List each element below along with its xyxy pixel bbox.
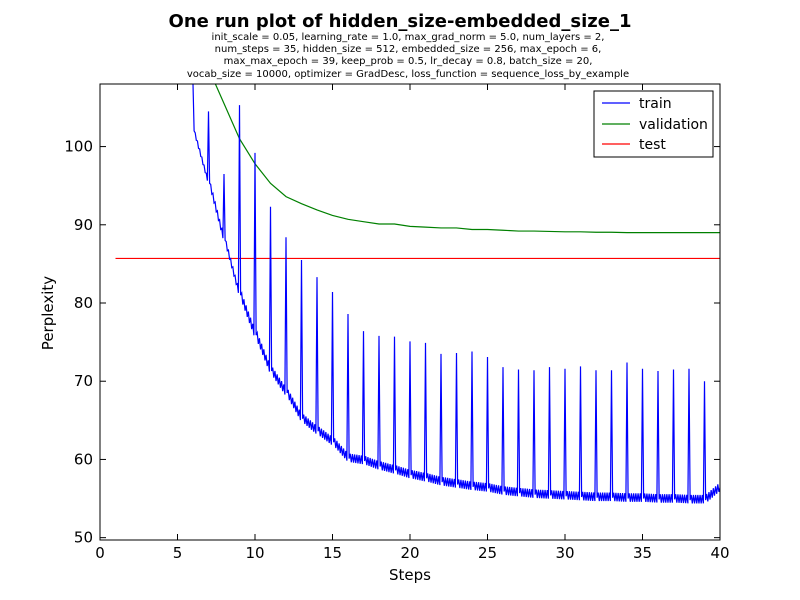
x-tick-label: 10: [245, 544, 264, 562]
series-line-validation: [214, 84, 720, 234]
x-tick-label: 30: [555, 544, 574, 562]
legend-label-validation: validation: [639, 117, 708, 133]
x-tick-label: 5: [173, 544, 183, 562]
subtitle-line-4: vocab_size = 10000, optimizer = GradDesc…: [187, 69, 629, 80]
y-tick-label: 90: [74, 216, 93, 234]
ticks-layer: 0 5 10 15 20 25 30 35 40 50 60 70 80 90 100: [64, 84, 730, 562]
series-layer: [115, 84, 720, 504]
x-axis-label: Steps: [389, 566, 431, 584]
y-tick-label: 70: [74, 372, 93, 390]
y-axis-label: Perplexity: [39, 276, 57, 350]
x-tick-label: 40: [710, 544, 729, 562]
series-line-train: [192, 84, 720, 504]
y-tick-label: 60: [74, 450, 93, 468]
subtitle-line-2: num_steps = 35, hidden_size = 512, embed…: [215, 44, 602, 55]
x-tick-label: 25: [478, 544, 497, 562]
y-tick-label: 80: [74, 294, 93, 312]
chart-title: One run plot of hidden_size-embedded_siz…: [169, 11, 632, 32]
legend: train validation test: [593, 90, 714, 158]
subtitle-line-1: init_scale = 0.05, learning_rate = 1.0, …: [212, 32, 605, 43]
subtitle-line-3: max_max_epoch = 39, keep_prob = 0.5, lr_…: [224, 56, 593, 67]
x-tick-label: 35: [633, 544, 652, 562]
legend-label-train: train: [639, 96, 672, 112]
x-tick-label: 0: [95, 544, 105, 562]
x-tick-label: 15: [323, 544, 342, 562]
plot-area: [100, 84, 720, 540]
y-tick-label: 50: [74, 529, 93, 547]
y-tick-label: 100: [64, 138, 93, 156]
x-tick-label: 20: [400, 544, 419, 562]
legend-label-test: test: [639, 137, 666, 153]
